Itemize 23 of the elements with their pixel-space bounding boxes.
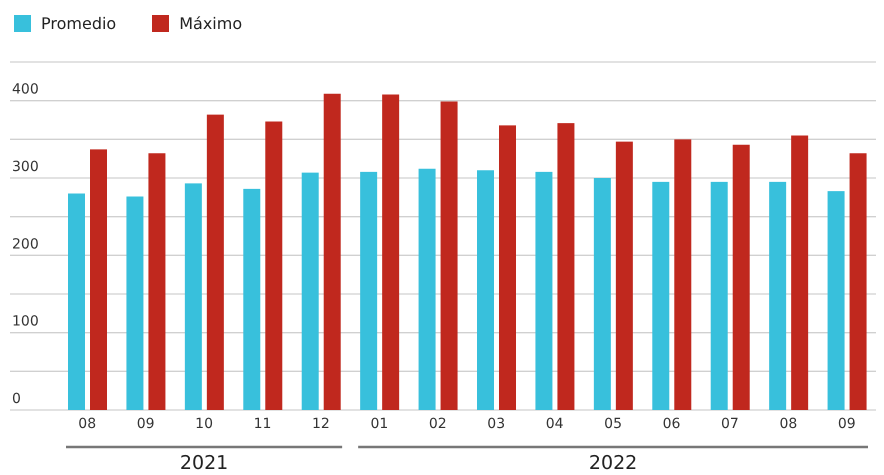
y-tick-label: 200 xyxy=(12,236,39,252)
x-tick-label: 05 xyxy=(604,416,622,432)
legend-label: Máximo xyxy=(179,14,242,33)
x-tick-label: 08 xyxy=(78,416,96,432)
x-tick-label: 04 xyxy=(546,416,564,432)
x-tick-label: 01 xyxy=(370,416,388,432)
x-tick-label: 07 xyxy=(721,416,739,432)
x-tick-label: 08 xyxy=(779,416,798,432)
y-tick-label: 300 xyxy=(12,159,39,175)
x-tick-label: 10 xyxy=(195,416,213,432)
x-tick-label: 09 xyxy=(838,416,856,432)
text: 2022 xyxy=(588,452,638,474)
y-tick-label: 400 xyxy=(12,82,39,98)
x-tick-label: 11 xyxy=(254,416,272,432)
x-tick-label: 02 xyxy=(428,416,447,432)
legend-label: Promedio xyxy=(41,14,116,33)
x-tick-label: 06 xyxy=(662,416,680,432)
y-tick-label: 100 xyxy=(12,314,39,330)
x-tick-label: 12 xyxy=(312,416,330,432)
x-tick-label: 09 xyxy=(136,416,155,432)
y-tick-label: 0 xyxy=(12,391,21,407)
text: 2021 xyxy=(180,452,228,474)
x-tick-label: 03 xyxy=(487,416,506,432)
